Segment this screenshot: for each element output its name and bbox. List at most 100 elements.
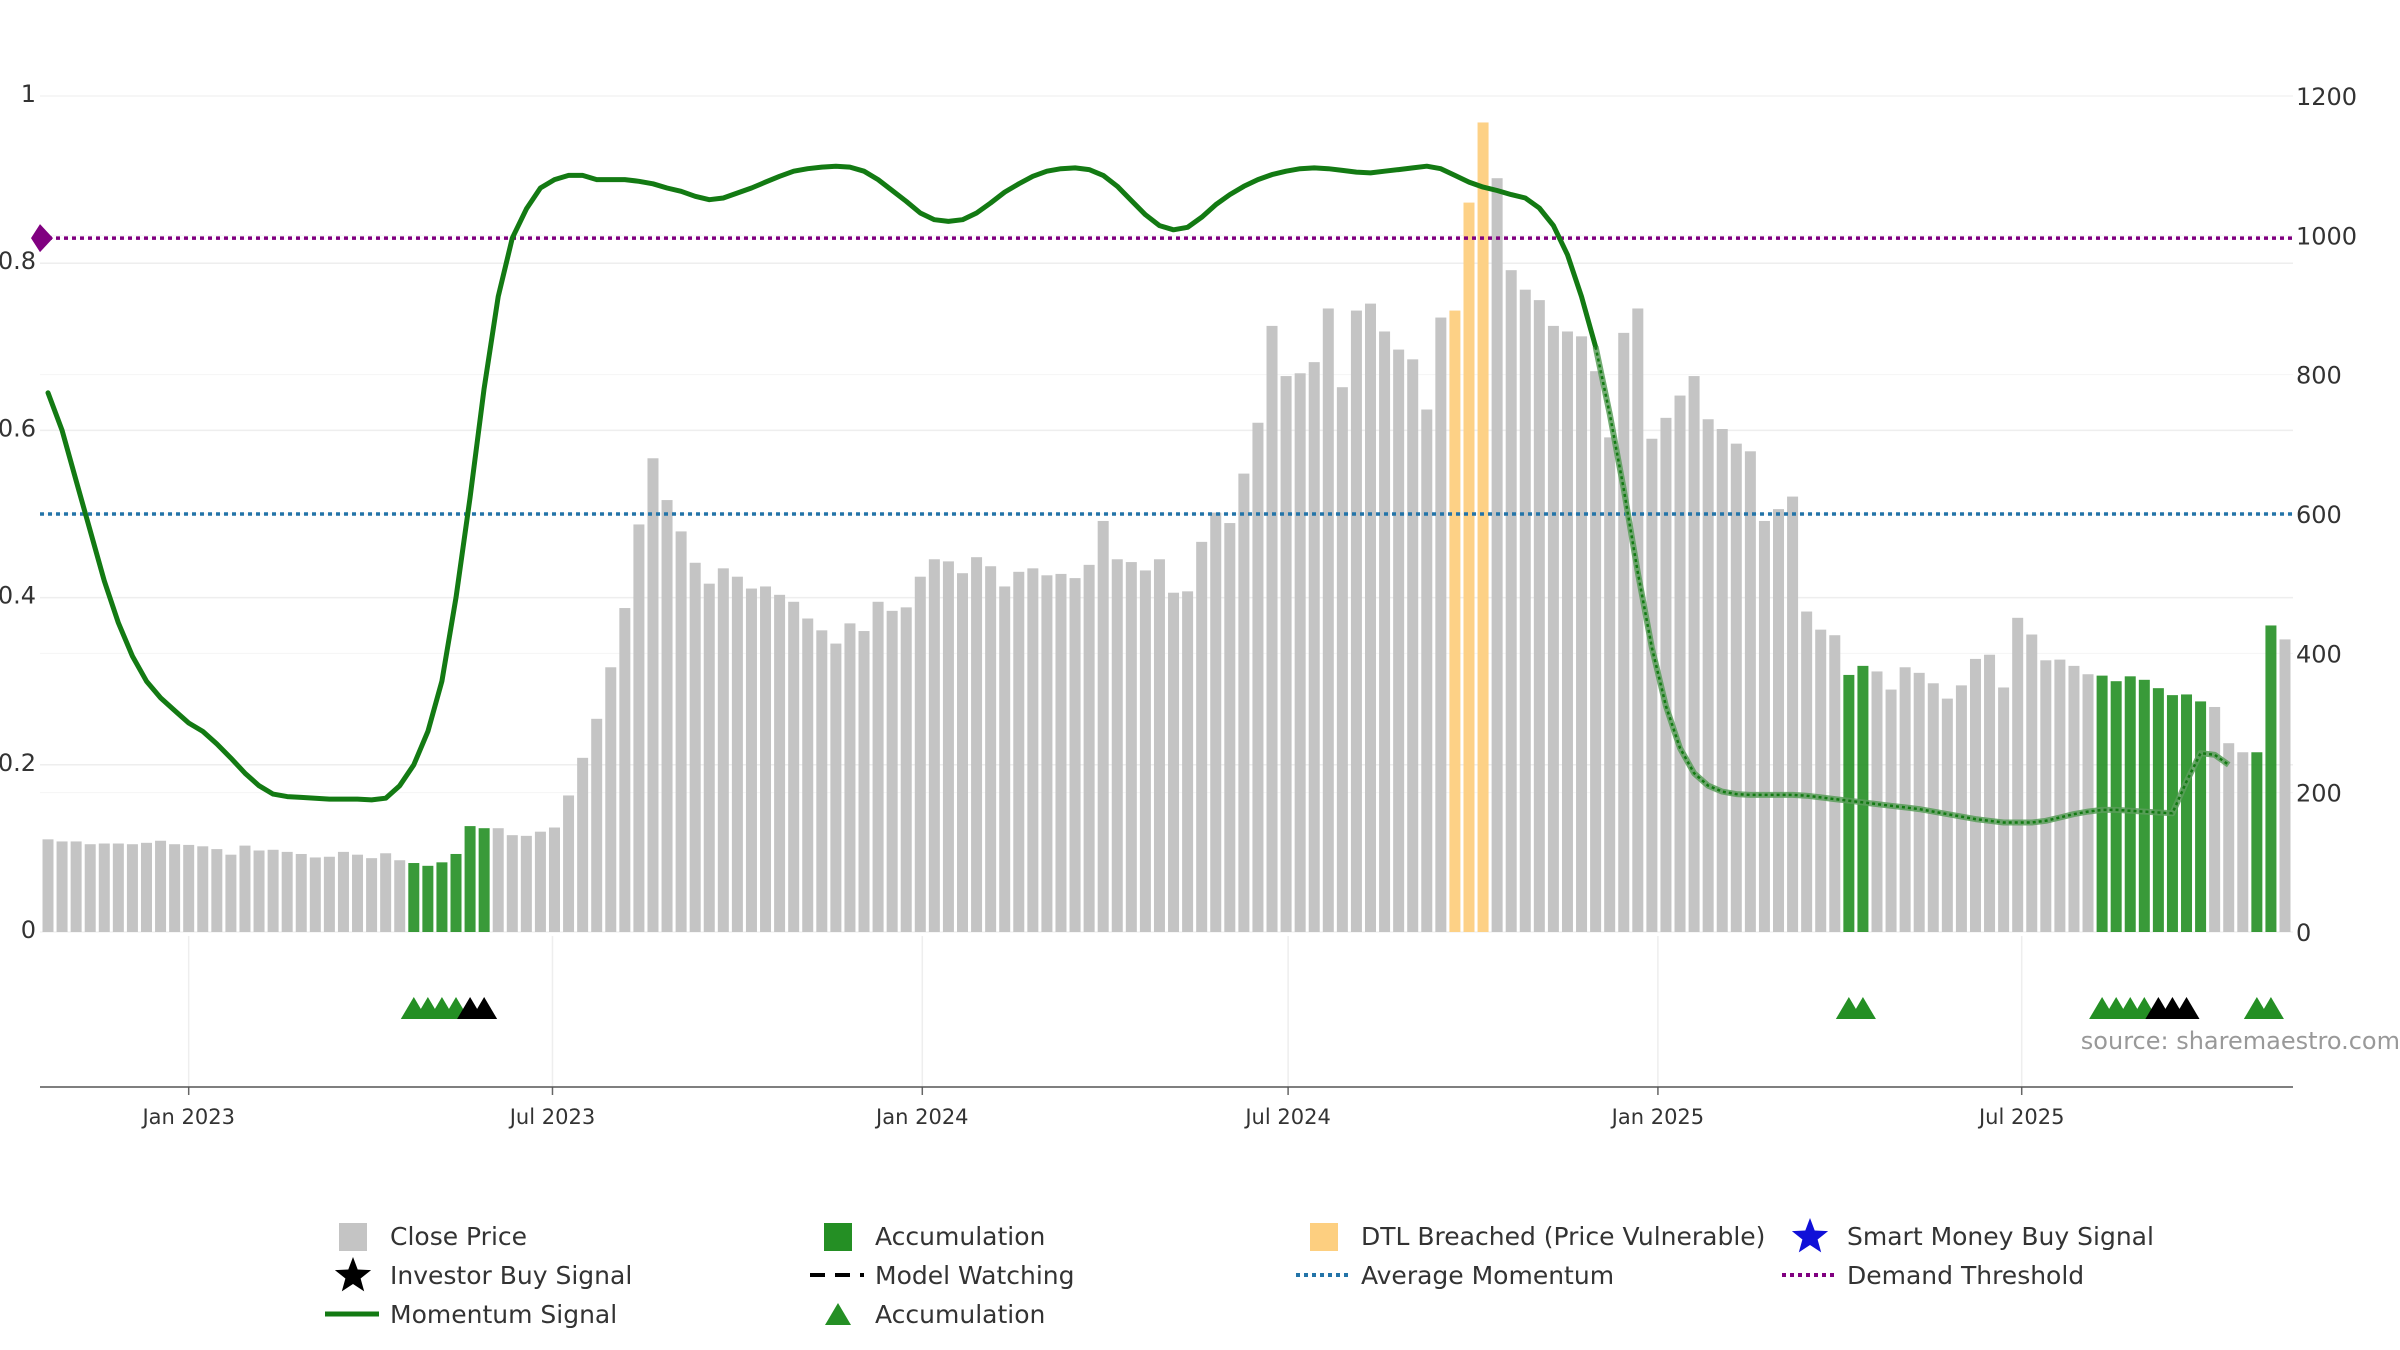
accumulation-bar [2251, 752, 2263, 932]
legend-label: Demand Threshold [1847, 1260, 2085, 1290]
chart-legend: Close Price Investor Buy Signal Momentum S… [0, 1200, 2400, 1350]
legend-symbol-square [807, 1218, 867, 1254]
source-label: source: sharemaestro.com [2081, 1027, 2400, 1055]
close-price-bar [914, 576, 926, 932]
close-price-bar [633, 524, 645, 932]
close-price-bar [1379, 331, 1391, 932]
dtl-breached-bar [1449, 310, 1461, 932]
close-price-bar [267, 849, 279, 932]
dtl-breached-bar [1477, 122, 1489, 933]
close-price-bar [1407, 359, 1419, 933]
close-price-bar [1308, 362, 1320, 932]
x-axis-tick-label: Jul 2023 [508, 1105, 595, 1129]
close-price-bar [1125, 562, 1137, 932]
legend-item: Accumulation [807, 1296, 1045, 1332]
close-price-bar [689, 562, 701, 932]
right-axis-tick-label: 800 [2296, 362, 2342, 390]
right-axis-tick-label: 1000 [2296, 222, 2357, 250]
close-price-bar [112, 843, 124, 932]
close-price-bar [1590, 371, 1602, 932]
legend-symbol-square [1293, 1218, 1353, 1254]
close-price-bar [1913, 672, 1925, 932]
legend-item: Investor Buy Signal [322, 1257, 632, 1293]
close-price-bar [1576, 336, 1588, 933]
close-price-bar [169, 844, 181, 932]
close-price-bar [1280, 376, 1292, 932]
close-price-bar [1984, 654, 1996, 932]
accumulation-bar [408, 863, 420, 932]
left-axis-tick-label: 0.4 [0, 582, 36, 610]
left-axis-tick-label: 0.8 [0, 247, 36, 275]
close-price-bar [1660, 417, 1672, 932]
close-price-bar [1955, 685, 1967, 932]
close-price-bar [1097, 520, 1109, 932]
close-price-bar [774, 594, 786, 932]
x-axis-tick-label: Jan 2025 [1610, 1105, 1705, 1129]
close-price-bar [1758, 520, 1770, 932]
legend-item: Momentum Signal [322, 1296, 617, 1332]
close-price-bar [1744, 451, 1756, 932]
close-price-bar [1885, 689, 1897, 932]
close-price-bar [309, 857, 321, 932]
close-price-bar [1787, 496, 1799, 932]
momentum-signal-line-watching [1594, 346, 2230, 824]
close-price-bar [1702, 419, 1714, 933]
signal-markers [400, 997, 2284, 1019]
close-price-bar [1111, 559, 1123, 932]
legend-label: Model Watching [875, 1260, 1075, 1290]
close-price-bar [197, 846, 209, 932]
close-price-bar [2082, 674, 2094, 932]
close-price-bar [1632, 308, 1644, 932]
close-price-bar [380, 853, 392, 932]
close-price-bar [1561, 331, 1573, 932]
close-price-bar [1829, 635, 1841, 932]
close-price-bar [1969, 658, 1981, 932]
close-price-bar [126, 844, 138, 932]
close-price-bar [56, 841, 68, 932]
close-price-bar [619, 608, 631, 932]
close-price-bar [1927, 683, 1939, 932]
close-price-bar [1027, 568, 1039, 932]
accumulation-bar [2195, 701, 2207, 932]
close-price-bar [1238, 473, 1250, 932]
price-bars [42, 122, 2291, 933]
accumulation-bar [478, 828, 490, 932]
x-axis-tick-label: Jul 2025 [1977, 1105, 2064, 1129]
close-price-bar [788, 601, 800, 932]
left-axis-tick-label: 0.6 [0, 414, 36, 442]
close-price-bar [548, 827, 560, 932]
close-price-bar [2054, 659, 2066, 932]
close-price-bar [534, 831, 546, 932]
close-price-bar [84, 844, 96, 932]
grid-lines [40, 95, 2293, 1087]
close-price-bar [1266, 325, 1278, 932]
legend-label: Accumulation [875, 1221, 1046, 1251]
x-axis-tick-label: Jan 2024 [874, 1105, 969, 1129]
close-price-bar [239, 845, 251, 932]
close-price-bar [2068, 665, 2080, 932]
close-price-bar [605, 667, 617, 932]
close-price-bar [1013, 571, 1025, 932]
close-price-bar [1393, 349, 1405, 932]
close-price-bar [140, 842, 152, 932]
close-price-bar [1294, 373, 1306, 933]
close-price-bar [844, 623, 856, 932]
close-price-bar [281, 851, 293, 932]
legend-label: Smart Money Buy Signal [1847, 1221, 2154, 1251]
close-price-bar [1674, 395, 1686, 933]
close-price-bar [591, 718, 603, 932]
investor-buy-signal-marker [2173, 997, 2200, 1019]
close-price-bar [816, 630, 828, 932]
legend-item: Average Momentum [1293, 1257, 1614, 1293]
close-price-bar [506, 835, 518, 932]
legend-symbol-square [322, 1218, 382, 1254]
legend-label: Investor Buy Signal [390, 1260, 633, 1290]
close-price-bar [1182, 591, 1194, 932]
left-axis-tick-label: 1 [21, 80, 36, 108]
legend-label: Average Momentum [1361, 1260, 1615, 1290]
close-price-bar [1688, 376, 1700, 932]
legend-item: Model Watching [807, 1257, 1075, 1293]
x-axis-tick-label: Jul 2024 [1243, 1105, 1330, 1129]
close-price-bar [1055, 573, 1067, 932]
